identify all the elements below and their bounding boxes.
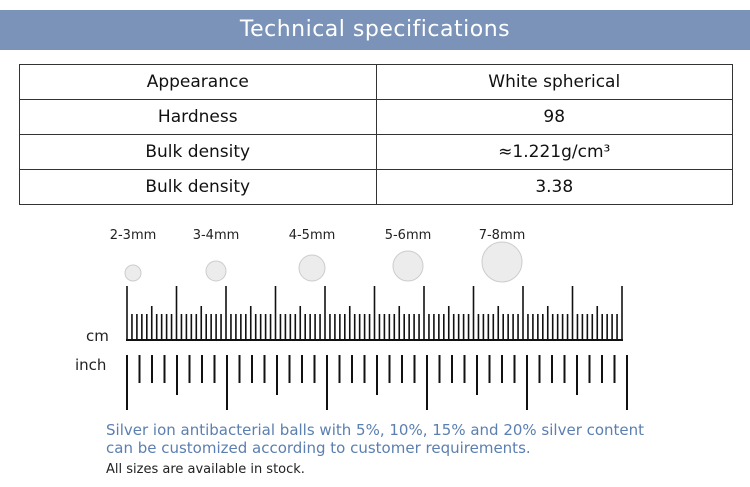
table-cell: ≈1.221g/cm³ <box>375 134 733 170</box>
table-cell: Appearance <box>19 64 377 100</box>
spec-table: Appearance White spherical Hardness 98 Bulk … <box>19 64 733 205</box>
note: can be customized according to customer … <box>106 439 531 457</box>
table-cell: White spherical <box>375 64 733 100</box>
table-row: Appearance White spherical <box>19 64 733 100</box>
banner-title: Technical specifications <box>0 10 750 50</box>
size-label: 3-4mm <box>193 228 240 243</box>
note: Silver ion antibacterial balls with 5%, … <box>106 421 645 439</box>
table-cell: Bulk density <box>19 169 377 205</box>
table-row: Hardness 98 <box>19 99 733 135</box>
ball <box>392 250 424 282</box>
ball <box>481 241 523 283</box>
table-row: Bulk density ≈1.221g/cm³ <box>19 134 733 170</box>
cm-label: cm <box>86 327 109 345</box>
ball <box>298 254 326 282</box>
ball <box>124 264 142 282</box>
table-row: Bulk density 3.38 <box>19 169 733 205</box>
table-cell: Bulk density <box>19 134 377 170</box>
table-cell: Hardness <box>19 99 377 135</box>
ball <box>205 260 227 282</box>
ruler-figure: 2-3mm 3-4mm 4-5mm 5-6mm 7-8mm cm inch <box>75 228 628 410</box>
table-cell: 98 <box>375 99 733 135</box>
size-label: 7-8mm <box>479 228 526 243</box>
size-label: 4-5mm <box>289 228 336 243</box>
note: All sizes are available in stock. <box>106 462 305 477</box>
inch-label: inch <box>75 356 106 374</box>
table-cell: 3.38 <box>375 169 733 205</box>
size-label: 5-6mm <box>385 228 432 243</box>
size-label: 2-3mm <box>110 228 157 243</box>
